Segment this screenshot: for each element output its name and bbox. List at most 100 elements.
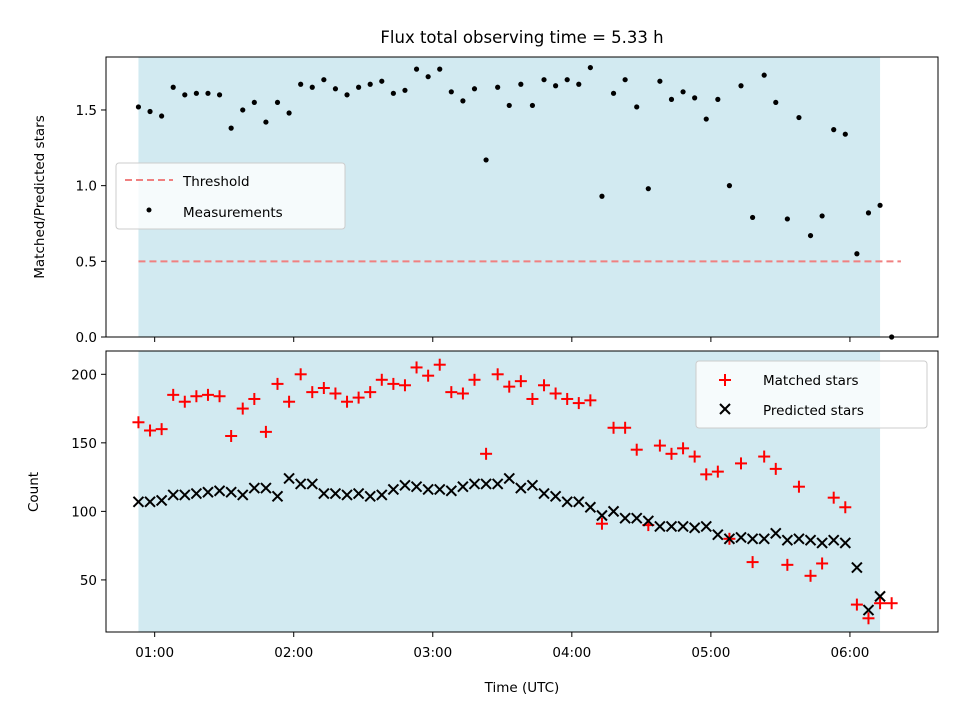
- top-y-axis-label: Matched/Predicted stars: [32, 115, 48, 278]
- matched-star-point: [503, 380, 516, 393]
- predicted-star-point: [237, 489, 249, 501]
- measurement-point: [332, 86, 339, 92]
- matched-star-point: [248, 392, 261, 405]
- matched-star-point: [607, 421, 620, 434]
- predicted-star-point: [132, 496, 145, 508]
- measurement-point: [842, 131, 848, 137]
- measurement-point: [692, 95, 698, 101]
- matched-star-point: [283, 395, 296, 408]
- measurement-point: [309, 84, 315, 90]
- x-axis-label: Time (UTC): [484, 680, 560, 696]
- measurement-point: [738, 83, 744, 89]
- measurement-point: [865, 210, 872, 216]
- matched-star-point: [758, 450, 771, 463]
- predicted-star-point: [155, 494, 168, 507]
- bottom-y-tick-label: 150: [71, 436, 97, 452]
- predicted-star-point: [793, 533, 805, 545]
- measurement-point: [634, 104, 640, 110]
- predicted-star-point: [306, 478, 318, 490]
- predicted-star-point: [596, 509, 608, 522]
- measurement-point: [321, 77, 327, 83]
- matched-star-point: [306, 386, 319, 399]
- measurement-point: [344, 92, 350, 98]
- matched-star-point: [885, 597, 898, 610]
- measurement-point: [680, 89, 686, 95]
- measurement-point: [749, 214, 756, 221]
- matched-star-point: [688, 450, 701, 463]
- predicted-star-point: [213, 485, 226, 497]
- predicted-star-point: [318, 487, 330, 500]
- predicted-star-point: [422, 483, 434, 496]
- matched-star-point: [225, 429, 238, 442]
- bottom-axes-frame: [105, 350, 939, 633]
- matched-star-point: [665, 447, 678, 460]
- measurement-point: [193, 90, 199, 96]
- predicted-star-point: [665, 520, 678, 533]
- measurement-point: [135, 104, 142, 110]
- matched-star-point: [445, 386, 458, 399]
- x-tick-label: 04:00: [552, 645, 591, 661]
- measurement-point: [390, 90, 396, 96]
- measurement-point: [413, 66, 420, 72]
- predicted-star-point: [457, 480, 469, 493]
- predicted-star-point: [445, 485, 458, 497]
- measurement-point: [251, 99, 257, 106]
- matched-star-point: [711, 465, 724, 478]
- measurement-point: [286, 110, 292, 116]
- measurement-point: [784, 216, 790, 222]
- measurement-point: [761, 72, 767, 78]
- top-legend: Threshold Measurements: [115, 162, 346, 230]
- legend-measurements-label: Measurements: [183, 205, 283, 221]
- matched-star-point: [769, 462, 782, 475]
- x-tick-label: 05:00: [691, 645, 730, 661]
- measurement-point: [205, 90, 211, 96]
- predicted-star-point: [723, 533, 736, 545]
- predicted-star-point: [468, 478, 481, 490]
- measurement-point: [170, 84, 176, 90]
- matched-star-point: [549, 387, 562, 400]
- bottom-legend-box: [695, 360, 928, 429]
- matched-star-point: [781, 558, 794, 571]
- predicted-star-point: [491, 478, 504, 490]
- matched-star-point: [364, 386, 377, 399]
- predicted-star-point: [573, 496, 585, 508]
- matched-star-point: [167, 388, 180, 401]
- measurement-point: [518, 81, 524, 87]
- measurement-point: [159, 113, 165, 119]
- predicted-star-point: [607, 505, 620, 518]
- measurement-point: [645, 186, 651, 192]
- measurement-point: [228, 125, 234, 131]
- matched-star-point: [526, 392, 539, 405]
- matched-star-point: [294, 368, 307, 381]
- top-axes-frame: [105, 56, 939, 338]
- predicted-star-point: [549, 490, 562, 503]
- bottom-panel: 50 100 150 200 01:00 02:00 03:00 04:00 05:00 06:…: [26, 350, 939, 696]
- measurements-points: [135, 64, 895, 340]
- predicted-star-point: [700, 520, 712, 533]
- predicted-star-point: [364, 490, 376, 503]
- matched-star-point: [398, 379, 411, 392]
- matched-star-point: [178, 395, 191, 408]
- matched-star-point: [816, 557, 829, 570]
- matched-star-point: [491, 368, 504, 381]
- matched-star-point: [735, 457, 748, 470]
- matched-star-point: [410, 361, 423, 374]
- legend-predicted-swatch: [719, 403, 731, 415]
- matched-star-point: [132, 416, 145, 429]
- measurement-point: [471, 86, 478, 92]
- chart-title: Flux total observing time = 5.33 h: [380, 28, 663, 47]
- matched-star-point: [468, 373, 481, 386]
- top-y-ticks: 0.0 0.5 1.0 1.5: [76, 103, 106, 346]
- matched-star-point: [317, 382, 330, 395]
- predicted-star-point: [341, 489, 353, 501]
- matched-star-point: [155, 423, 168, 436]
- measurement-point: [877, 202, 883, 208]
- legend-predicted-label: Predicted stars: [763, 403, 864, 419]
- matched-star-point: [839, 501, 852, 514]
- predicted-star-point: [781, 534, 794, 546]
- predicted-star-point: [248, 482, 261, 494]
- matched-star-point: [480, 447, 493, 460]
- legend-matched-label: Matched stars: [763, 373, 859, 389]
- bottom-y-ticks: 50 100 150 200: [71, 367, 106, 589]
